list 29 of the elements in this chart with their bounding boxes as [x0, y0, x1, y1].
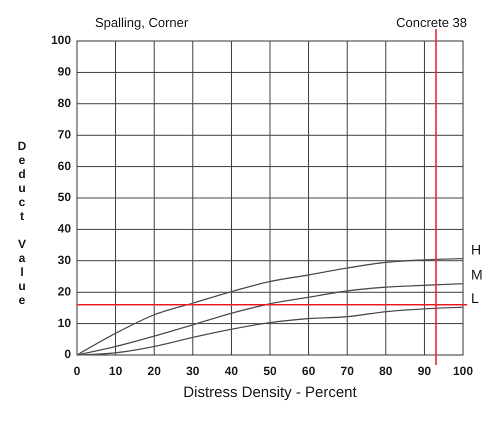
series-label: H — [471, 241, 482, 258]
series-label: L — [471, 290, 479, 306]
y-tick-label: 60 — [58, 158, 72, 173]
y-tick-label: 40 — [58, 222, 72, 236]
y-tick-label: 50 — [58, 190, 72, 204]
x-tick-label: 100 — [452, 364, 474, 378]
x-tick-label: 30 — [186, 364, 200, 378]
series-label: M — [471, 266, 483, 282]
x-tick-label: 0 — [74, 364, 81, 378]
chart-title: Spalling, Corner — [95, 15, 189, 30]
y-tick-label: 0 — [64, 347, 72, 362]
x-tick-label: 40 — [224, 364, 238, 378]
x-tick-label: 90 — [418, 364, 432, 378]
y-tick-label: 100 — [50, 33, 72, 48]
y-tick-label: 30 — [58, 252, 72, 267]
y-tick-label: 70 — [58, 127, 72, 142]
y-tick-label: 90 — [58, 64, 72, 79]
x-tick-label: 60 — [302, 364, 316, 378]
y-tick-label: 10 — [58, 316, 72, 330]
y-tick-label: 80 — [58, 96, 72, 110]
x-tick-label: 10 — [108, 364, 123, 378]
x-tick-label: 80 — [379, 364, 393, 378]
y-tick-label: 20 — [58, 284, 72, 298]
x-axis-title: Distress Density - Percent — [183, 384, 358, 401]
x-tick-label: 50 — [263, 364, 277, 378]
x-tick-label: 70 — [340, 364, 354, 378]
text: Deduct Value — [18, 139, 26, 307]
chart-subtitle: Concrete 38 — [396, 15, 467, 30]
x-tick-label: 20 — [148, 364, 162, 378]
